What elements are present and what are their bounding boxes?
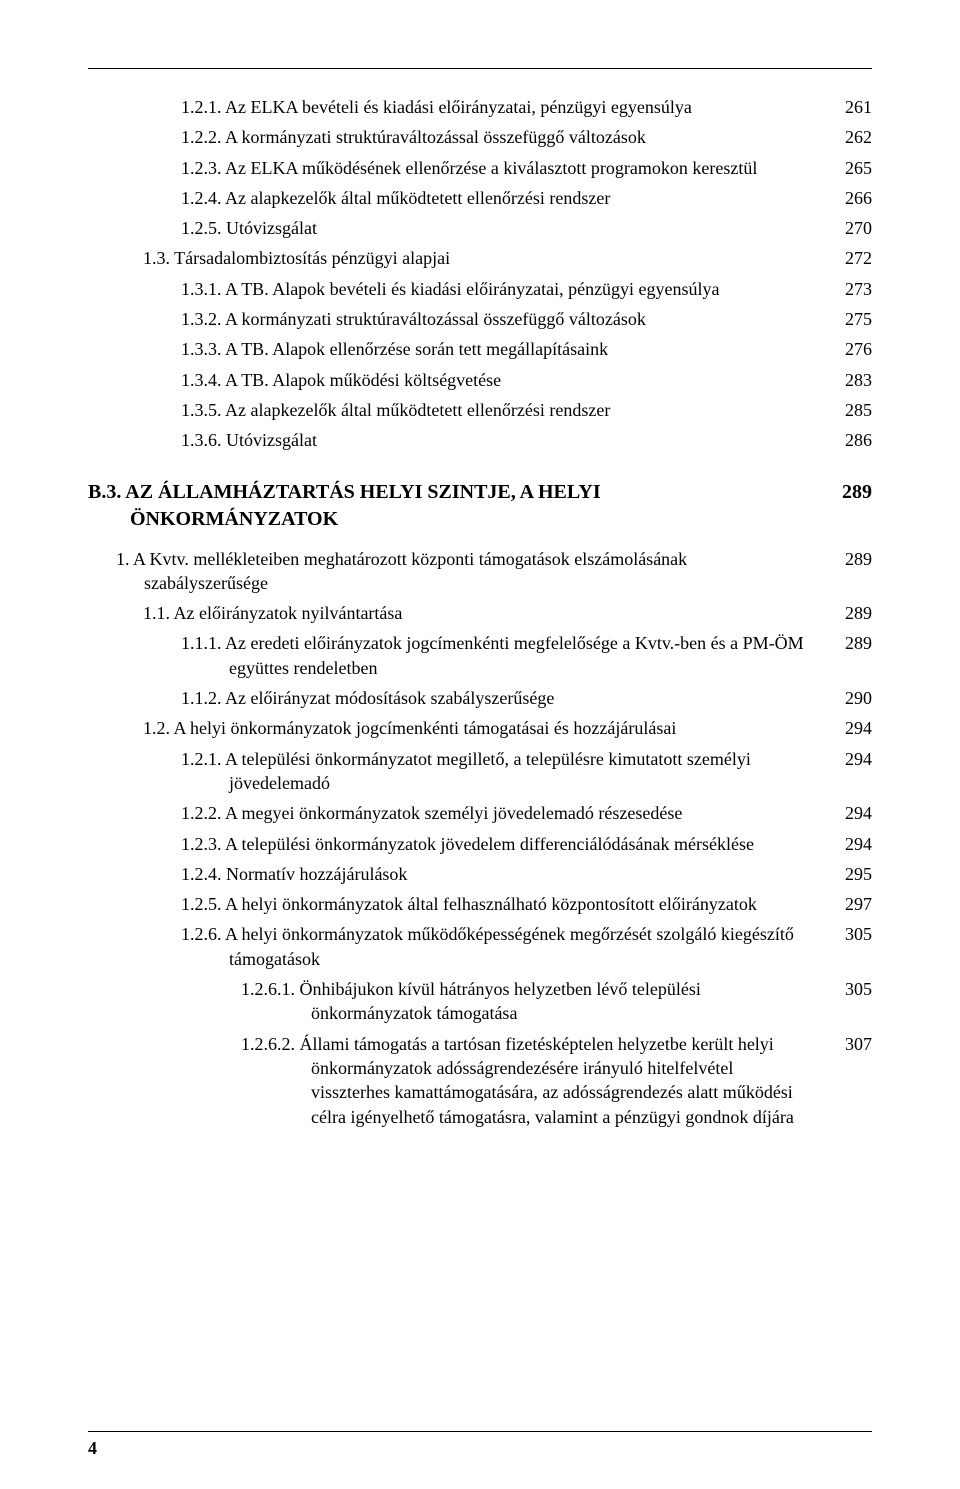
toc-entry-page: 289 [816, 631, 872, 655]
toc-entry-label: 1.3.2. A kormányzati struktúraváltozássa… [181, 307, 816, 331]
toc-entry-page: 276 [816, 337, 872, 361]
toc-entry-page: 295 [816, 862, 872, 886]
toc-entry-page: 297 [816, 892, 872, 916]
toc-entry-page: 266 [816, 186, 872, 210]
toc-entry: 1.2. A helyi önkormányzatok jogcímenként… [88, 716, 872, 740]
toc-entry: 1.2.2. A kormányzati struktúraváltozássa… [88, 125, 872, 149]
toc-entry-page: 307 [816, 1032, 872, 1056]
toc-entry-label: 1.2.3. Az ELKA működésének ellenőrzése a… [181, 156, 816, 180]
toc-entry-page: 289 [816, 601, 872, 625]
toc-entry: 1.2.6. A helyi önkormányzatok működőképe… [88, 922, 872, 971]
toc-entry-label: 1.3. Társadalombiztosítás pénzügyi alapj… [143, 246, 816, 270]
toc-heading-text: AZ ÁLLAMHÁZTARTÁS HELYI SZINTJE, A HELYI… [125, 481, 600, 530]
toc-entry-page: 294 [816, 747, 872, 771]
toc-entry: 1.2.6.1. Önhibájukon kívül hátrányos hel… [88, 977, 872, 1026]
toc-entry-page: 294 [816, 801, 872, 825]
toc-entry: 1.3.1. A TB. Alapok bevételi és kiadási … [88, 277, 872, 301]
toc-entry: 1.3.5. Az alapkezelők által működtetett … [88, 398, 872, 422]
toc-entry-label: 1.2.1. Az ELKA bevételi és kiadási előir… [181, 95, 816, 119]
toc-heading-page: 289 [816, 479, 872, 506]
toc-entry-label: 1.2.5. A helyi önkormányzatok által felh… [181, 892, 816, 916]
toc-entry-page: 270 [816, 216, 872, 240]
toc-entry: 1.2.1. Az ELKA bevételi és kiadási előir… [88, 95, 872, 119]
toc-entry: 1.3.6. Utóvizsgálat286 [88, 428, 872, 452]
toc-entry-label: 1.2.2. A megyei önkormányzatok személyi … [181, 801, 816, 825]
toc-entry-label: 1.3.6. Utóvizsgálat [181, 428, 816, 452]
toc-entry-page: 290 [816, 686, 872, 710]
toc-entry-page: 305 [816, 977, 872, 1001]
toc-entry-page: 294 [816, 832, 872, 856]
toc-entry-label: 1.2.2. A kormányzati struktúraváltozássa… [181, 125, 816, 149]
toc-entry: 1.3.2. A kormányzati struktúraváltozássa… [88, 307, 872, 331]
toc-entry: 1.1.1. Az eredeti előirányzatok jogcímen… [88, 631, 872, 680]
page-number: 4 [88, 1438, 97, 1459]
page: 1.2.1. Az ELKA bevételi és kiadási előir… [0, 0, 960, 1489]
toc-entry-label: 1.3.4. A TB. Alapok működési költségveté… [181, 368, 816, 392]
toc-entry-page: 273 [816, 277, 872, 301]
toc-entry-label: 1.3.3. A TB. Alapok ellenőrzése során te… [181, 337, 816, 361]
toc-entry-label: 1.1.1. Az eredeti előirányzatok jogcímen… [181, 631, 816, 680]
toc-heading: B.3. AZ ÁLLAMHÁZTARTÁS HELYI SZINTJE, A … [88, 479, 872, 533]
toc-entry: 1.2.1. A települési önkormányzatot megil… [88, 747, 872, 796]
toc-entry: 1.2.2. A megyei önkormányzatok személyi … [88, 801, 872, 825]
toc-entry-page: 261 [816, 95, 872, 119]
toc-entry: 1.2.5. A helyi önkormányzatok által felh… [88, 892, 872, 916]
toc-entry-label: 1.2. A helyi önkormányzatok jogcímenként… [143, 716, 816, 740]
toc-entry: 1.1.2. Az előirányzat módosítások szabál… [88, 686, 872, 710]
toc-entry: 1.2.3. Az ELKA működésének ellenőrzése a… [88, 156, 872, 180]
toc-entry: 1.3.4. A TB. Alapok működési költségveté… [88, 368, 872, 392]
toc-entry-label: 1. A Kvtv. mellékleteiben meghatározott … [116, 547, 816, 596]
toc-entry: 1.2.5. Utóvizsgálat270 [88, 216, 872, 240]
toc-entry-page: 272 [816, 246, 872, 270]
toc-entry: 1.2.6.2. Állami támogatás a tartósan fiz… [88, 1032, 872, 1129]
toc-entry-label: 1.2.6.2. Állami támogatás a tartósan fiz… [241, 1032, 816, 1129]
toc-entry: 1.1. Az előirányzatok nyilvántartása289 [88, 601, 872, 625]
toc-entry-label: 1.3.1. A TB. Alapok bevételi és kiadási … [181, 277, 816, 301]
toc-entry-label: 1.1. Az előirányzatok nyilvántartása [143, 601, 816, 625]
toc-entry-label: 1.2.1. A települési önkormányzatot megil… [181, 747, 816, 796]
toc-entry-label: 1.2.4. Normatív hozzájárulások [181, 862, 816, 886]
toc-entry: 1.3.3. A TB. Alapok ellenőrzése során te… [88, 337, 872, 361]
toc-entry-page: 285 [816, 398, 872, 422]
toc-entry-page: 275 [816, 307, 872, 331]
toc-heading-num: B.3. [88, 481, 121, 503]
toc-entry: 1.3. Társadalombiztosítás pénzügyi alapj… [88, 246, 872, 270]
toc-entry-page: 283 [816, 368, 872, 392]
toc-entry-label: 1.2.6. A helyi önkormányzatok működőképe… [181, 922, 816, 971]
top-rule [88, 68, 872, 69]
toc-entry: 1.2.4. Az alapkezelők által működtetett … [88, 186, 872, 210]
toc-entry: 1. A Kvtv. mellékleteiben meghatározott … [88, 547, 872, 596]
toc-entry-page: 262 [816, 125, 872, 149]
footer-rule [88, 1431, 872, 1432]
toc-entry: 1.2.3. A települési önkormányzatok jöved… [88, 832, 872, 856]
toc-entry-label: 1.2.3. A települési önkormányzatok jöved… [181, 832, 816, 856]
page-footer: 4 [0, 1431, 960, 1459]
toc-entry-page: 289 [816, 547, 872, 571]
toc-heading-label: B.3. AZ ÁLLAMHÁZTARTÁS HELYI SZINTJE, A … [88, 479, 816, 533]
toc-entry-page: 286 [816, 428, 872, 452]
toc-section-top: 1.2.1. Az ELKA bevételi és kiadási előir… [88, 95, 872, 453]
toc-entry-label: 1.3.5. Az alapkezelők által működtetett … [181, 398, 816, 422]
toc-entry-page: 265 [816, 156, 872, 180]
toc-entry-label: 1.1.2. Az előirányzat módosítások szabál… [181, 686, 816, 710]
toc-section-bottom: 1. A Kvtv. mellékleteiben meghatározott … [88, 547, 872, 1129]
toc-entry-label: 1.2.5. Utóvizsgálat [181, 216, 816, 240]
toc-entry: 1.2.4. Normatív hozzájárulások295 [88, 862, 872, 886]
toc-entry-page: 294 [816, 716, 872, 740]
toc-entry-label: 1.2.6.1. Önhibájukon kívül hátrányos hel… [241, 977, 816, 1026]
toc-entry-label: 1.2.4. Az alapkezelők által működtetett … [181, 186, 816, 210]
toc-entry-page: 305 [816, 922, 872, 946]
